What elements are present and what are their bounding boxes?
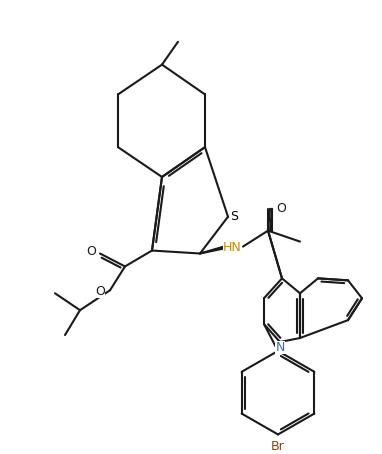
Text: Br: Br <box>271 440 285 453</box>
Text: HN: HN <box>223 241 241 254</box>
Text: O: O <box>95 285 105 298</box>
Text: O: O <box>86 245 96 258</box>
Text: N: N <box>275 341 285 355</box>
Text: O: O <box>276 202 286 215</box>
Text: S: S <box>230 210 238 223</box>
